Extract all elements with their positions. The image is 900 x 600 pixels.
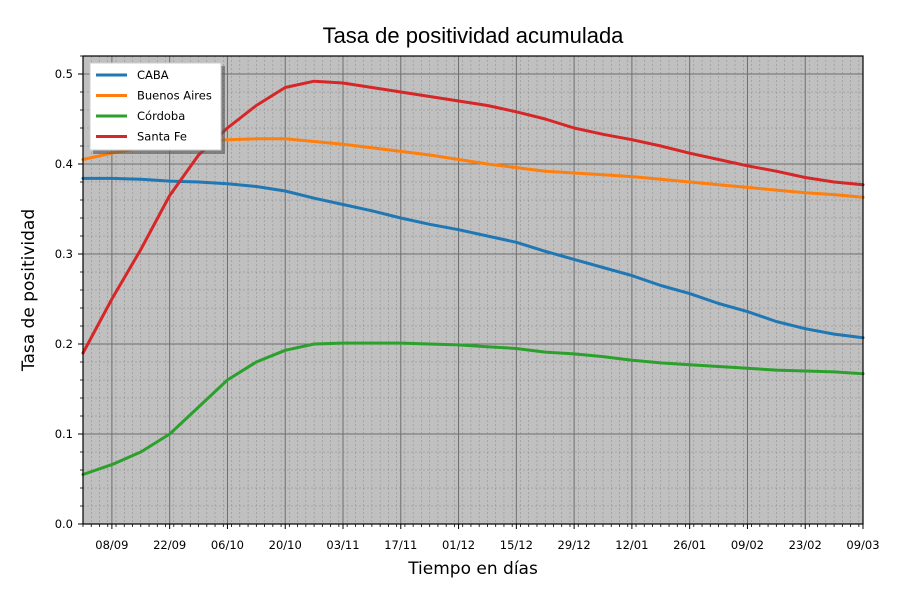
series-line-caba bbox=[81, 176, 865, 340]
x-tick-label: 17/11 bbox=[384, 538, 417, 552]
series-line-c-rdoba bbox=[81, 341, 865, 476]
y-tick-label: 0.1 bbox=[55, 427, 73, 441]
x-tick-label: 09/02 bbox=[731, 538, 764, 552]
legend-label-santa-fe: Santa Fe bbox=[137, 130, 187, 144]
legend-label-c-rdoba: Córdoba bbox=[137, 109, 185, 123]
x-tick-label: 26/01 bbox=[673, 538, 706, 552]
grid-major bbox=[83, 56, 864, 525]
x-tick-label: 09/03 bbox=[846, 538, 879, 552]
x-tick-label: 29/12 bbox=[558, 538, 591, 552]
x-tick-label: 12/01 bbox=[615, 538, 648, 552]
legend-label-caba: CABA bbox=[137, 68, 169, 82]
y-tick-label: 0.2 bbox=[55, 337, 73, 351]
legend-label-buenos-aires: Buenos Aires bbox=[137, 89, 212, 103]
x-tick-label: 23/02 bbox=[789, 538, 822, 552]
x-tick-label: 01/12 bbox=[442, 538, 475, 552]
x-axis-label: Tiempo en días bbox=[407, 559, 538, 579]
x-tick-label: 03/11 bbox=[326, 538, 359, 552]
x-tick-label: 08/09 bbox=[95, 538, 128, 552]
y-tick-label: 0.3 bbox=[55, 247, 73, 261]
y-tick-label: 0.4 bbox=[55, 157, 73, 171]
x-tick-label: 22/09 bbox=[153, 538, 186, 552]
y-axis-label: Tasa de positividad bbox=[19, 209, 39, 372]
x-tick-label: 20/10 bbox=[269, 538, 302, 552]
legend: CABA Buenos Aires Córdoba Santa Fe bbox=[89, 62, 225, 154]
x-axis: 08/09 22/09 06/10 20/10 03/11 17/11 01/12 15/12… bbox=[82, 524, 880, 552]
chart-title: Tasa de positividad acumulada bbox=[323, 23, 625, 48]
y-tick-label: 0.0 bbox=[55, 517, 73, 531]
x-tick-label: 06/10 bbox=[211, 538, 244, 552]
x-tick-label: 15/12 bbox=[500, 538, 533, 552]
y-axis: 0.0 0.1 0.2 0.3 0.4 0.5 bbox=[55, 55, 83, 531]
y-tick-label: 0.5 bbox=[55, 67, 73, 81]
